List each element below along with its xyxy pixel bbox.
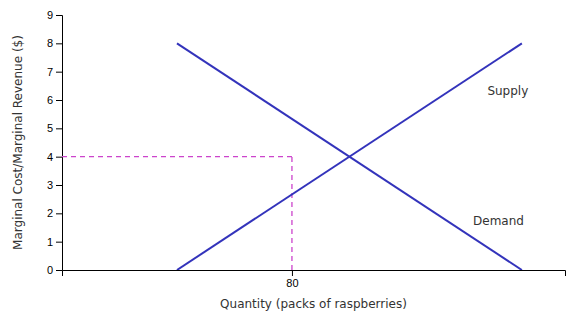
x-axis-line (63, 271, 566, 277)
tick-label: 0 (47, 264, 53, 276)
tick-label: 2 (47, 207, 53, 219)
x-axis: 80 (63, 270, 566, 289)
y-axis-line (56, 16, 63, 271)
tick-label: 4 (47, 151, 53, 163)
tick-mark (56, 185, 62, 186)
tick-label: 5 (47, 122, 53, 134)
tick-mark (56, 157, 62, 158)
tick-mark (56, 128, 62, 129)
tick: 6 (47, 94, 62, 106)
tick: 9 (47, 9, 62, 21)
tick: 1 (47, 236, 62, 248)
tick-label: 6 (47, 94, 53, 106)
tick-mark (56, 100, 62, 101)
tick-label: 7 (47, 66, 53, 78)
annotations: Supply Demand (473, 84, 528, 228)
tick: 80 (286, 270, 298, 289)
tick-mark (56, 213, 62, 214)
tick-mark (56, 72, 62, 73)
tick-mark (56, 43, 62, 44)
tick: 0 (47, 264, 62, 276)
tick-label: 1 (47, 236, 53, 248)
equilibrium-quantity-line (291, 157, 292, 270)
tick-label: 9 (47, 9, 53, 21)
annotation: Supply (487, 84, 528, 98)
x-axis-title: Quantity (packs of raspberries) (220, 297, 407, 311)
tick-mark (56, 242, 62, 243)
plot-area: 80 0 1 2 3 4 5 6 7 8 9 Quantity (packs of raspberri… (11, 9, 566, 311)
tick-mark (56, 270, 62, 271)
tick-mark (56, 15, 62, 16)
tick-label: 3 (47, 179, 53, 191)
tick: 2 (47, 207, 62, 219)
y-axis-title: Marginal Cost/Marginal Revenue ($) (11, 35, 25, 250)
tick: 5 (47, 122, 62, 134)
equilibrium-price-line (62, 156, 292, 157)
annotation: Demand (473, 214, 524, 228)
y-axis: 0 1 2 3 4 5 6 7 8 9 (47, 9, 63, 276)
tick-label: 80 (286, 277, 298, 289)
marks (62, 43, 522, 270)
tick: 7 (47, 66, 62, 78)
tick: 4 (47, 151, 62, 163)
chart: 80 0 1 2 3 4 5 6 7 8 9 Quantity (packs of raspberri… (0, 0, 585, 318)
tick-mark (292, 270, 293, 276)
tick-label: 8 (47, 37, 53, 49)
tick: 3 (47, 179, 62, 191)
tick: 8 (47, 37, 62, 49)
series-line (177, 43, 522, 270)
series-line (177, 43, 522, 270)
